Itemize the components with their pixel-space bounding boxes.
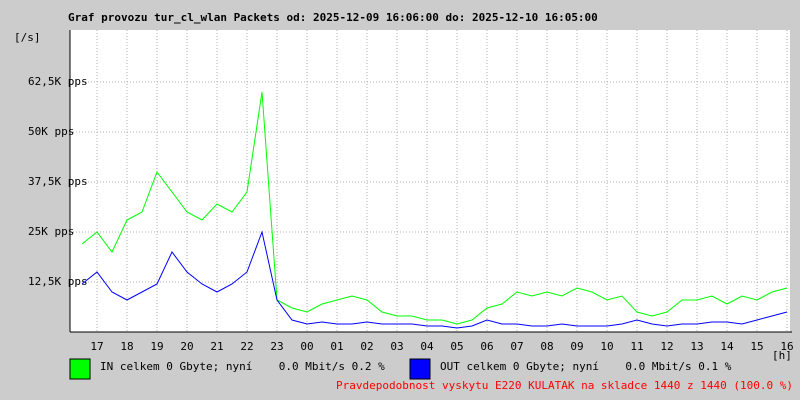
x-tick-label: 03	[390, 340, 403, 353]
legend-label: OUT celkem 0 Gbyte; nyní 0.0 Mbit/s 0.1 …	[440, 360, 732, 373]
y-tick-label: 37,5K pps	[28, 175, 88, 188]
x-tick-label: 10	[600, 340, 613, 353]
y-tick-label: 12,5K pps	[28, 275, 88, 288]
plot-area	[70, 30, 790, 332]
x-tick-label: 21	[210, 340, 223, 353]
y-tick-label: 25K pps	[28, 225, 74, 238]
y-axis-label: [/s]	[14, 31, 41, 44]
y-tick-label: 62,5K pps	[28, 75, 88, 88]
series-line	[81, 230, 788, 329]
x-tick-label: 22	[240, 340, 253, 353]
x-tick-label: 19	[150, 340, 163, 353]
y-tick-label: 50K pps	[28, 125, 74, 138]
x-tick-label: 04	[420, 340, 434, 353]
x-tick-label: 23	[270, 340, 283, 353]
x-tick-label: 01	[330, 340, 343, 353]
x-tick-label: 20	[180, 340, 193, 353]
x-tick-label: 08	[540, 340, 553, 353]
x-tick-label: 14	[720, 340, 734, 353]
x-tick-label: 11	[630, 340, 643, 353]
footer: Pravdepodobnost vyskytu E220 KULATAK na …	[336, 379, 793, 392]
series-line	[81, 91, 788, 325]
chart-title: Graf provozu tur_cl_wlan Packets od: 202…	[68, 11, 598, 24]
x-tick-label: 00	[300, 340, 313, 353]
legend-swatch	[409, 358, 431, 380]
x-tick-label: 15	[750, 340, 763, 353]
x-tick-label: 12	[660, 340, 673, 353]
x-tick-label: 17	[90, 340, 103, 353]
x-tick-label: 18	[120, 340, 133, 353]
x-tick-label: 13	[690, 340, 703, 353]
x-tick-label: 05	[450, 340, 463, 353]
x-tick-label: 09	[570, 340, 583, 353]
x-tick-label: 07	[510, 340, 523, 353]
legend-label: IN celkem 0 Gbyte; nyní 0.0 Mbit/s 0.2 %	[100, 360, 385, 373]
x-tick-label: 06	[480, 340, 493, 353]
x-tick-label: 16	[780, 340, 793, 353]
x-axis-label: [h]	[772, 349, 792, 362]
x-tick-label: 02	[360, 340, 373, 353]
legend-swatch	[69, 358, 91, 380]
